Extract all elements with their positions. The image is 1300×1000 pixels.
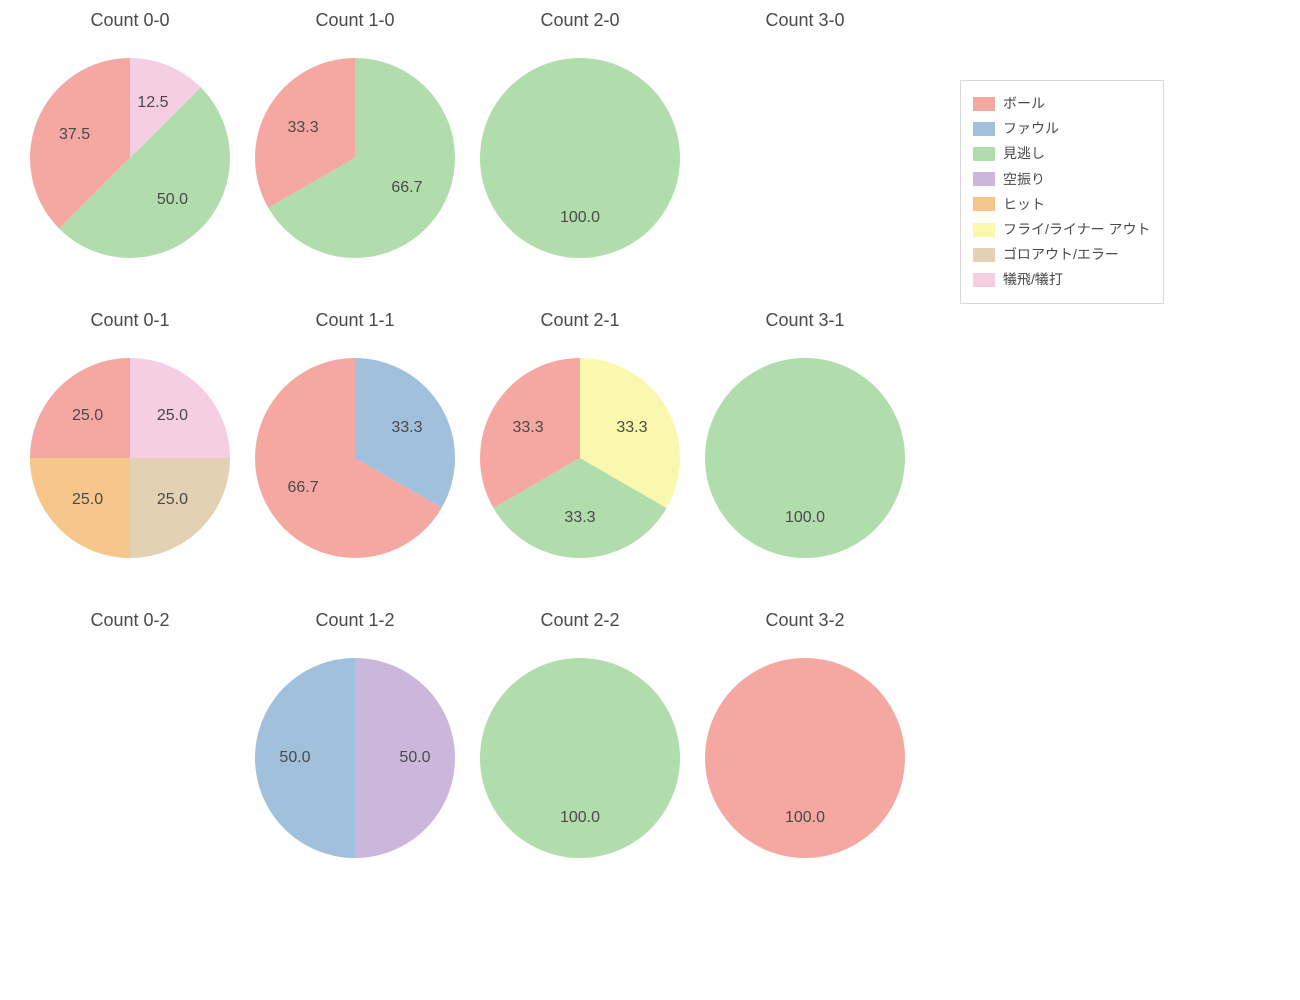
legend-item: ゴロアウト/エラー bbox=[973, 242, 1151, 267]
pie-slice-label: 66.7 bbox=[391, 179, 422, 197]
pie-slice bbox=[480, 658, 680, 858]
pie-chart bbox=[480, 658, 680, 858]
legend-label: フライ/ライナー アウト bbox=[1003, 217, 1151, 242]
panel-title: Count 0-0 bbox=[20, 10, 240, 31]
pie-slice-label: 25.0 bbox=[72, 407, 103, 425]
pie-slice-label: 25.0 bbox=[72, 491, 103, 509]
pie-chart bbox=[30, 358, 230, 558]
pie-slice-label: 100.0 bbox=[785, 809, 825, 827]
pie-panel: Count 1-1 66.7 33.3 bbox=[245, 310, 465, 610]
pie-wrap: 100.0 bbox=[705, 358, 905, 558]
pie-slice-label: 33.3 bbox=[616, 419, 647, 437]
pie-chart bbox=[480, 358, 680, 558]
legend-swatch bbox=[973, 97, 995, 111]
legend-item: 見逃し bbox=[973, 141, 1151, 166]
pie-slice-label: 33.3 bbox=[287, 119, 318, 137]
pie-slice bbox=[705, 358, 905, 558]
pie-chart bbox=[705, 658, 905, 858]
legend-label: ボール bbox=[1003, 91, 1045, 116]
pie-slice-label: 12.5 bbox=[137, 94, 168, 112]
pie-panel: Count 2-1 33.3 33.3 33.3 bbox=[470, 310, 690, 610]
panel-title: Count 0-1 bbox=[20, 310, 240, 331]
pie-panel: Count 0-0 37.5 50.0 12.5 bbox=[20, 10, 240, 310]
pie-slice-label: 100.0 bbox=[560, 209, 600, 227]
pie-slice-label: 33.3 bbox=[391, 419, 422, 437]
pie-slice bbox=[705, 658, 905, 858]
pie-slice-label: 25.0 bbox=[157, 407, 188, 425]
pie-chart bbox=[705, 358, 905, 558]
panel-title: Count 2-2 bbox=[470, 610, 690, 631]
pie-panel: Count 1-2 50.0 50.0 bbox=[245, 610, 465, 910]
legend-swatch bbox=[973, 248, 995, 262]
panel-title: Count 2-1 bbox=[470, 310, 690, 331]
pie-slice-label: 50.0 bbox=[399, 749, 430, 767]
panel-title: Count 3-0 bbox=[695, 10, 915, 31]
legend-item: 犠飛/犠打 bbox=[973, 267, 1151, 292]
panel-title: Count 1-0 bbox=[245, 10, 465, 31]
pie-wrap: 100.0 bbox=[480, 58, 680, 258]
pie-slice-label: 50.0 bbox=[279, 749, 310, 767]
legend-item: フライ/ライナー アウト bbox=[973, 217, 1151, 242]
pie-panel: Count 0-1 25.0 25.0 25.0 25.0 bbox=[20, 310, 240, 610]
legend-item: ヒット bbox=[973, 192, 1151, 217]
panel-title: Count 1-1 bbox=[245, 310, 465, 331]
legend-label: ゴロアウト/エラー bbox=[1003, 242, 1119, 267]
pie-panel: Count 1-0 33.3 66.7 bbox=[245, 10, 465, 310]
pie-slice-label: 50.0 bbox=[157, 191, 188, 209]
pie-wrap: 100.0 bbox=[705, 658, 905, 858]
pie-slice-label: 33.3 bbox=[564, 509, 595, 527]
panel-title: Count 1-2 bbox=[245, 610, 465, 631]
pie-chart bbox=[480, 58, 680, 258]
pie-panel: Count 3-0 bbox=[695, 10, 915, 310]
pie-chart bbox=[30, 58, 230, 258]
pie-wrap: 100.0 bbox=[480, 658, 680, 858]
pie-wrap: 33.3 66.7 bbox=[255, 58, 455, 258]
pie-chart bbox=[255, 58, 455, 258]
legend-swatch bbox=[973, 223, 995, 237]
panel-title: Count 3-2 bbox=[695, 610, 915, 631]
legend-swatch bbox=[973, 122, 995, 136]
pie-panel: Count 3-2 100.0 bbox=[695, 610, 915, 910]
legend-label: ファウル bbox=[1003, 116, 1059, 141]
pie-wrap: 37.5 50.0 12.5 bbox=[30, 58, 230, 258]
pie-slice-label: 66.7 bbox=[287, 479, 318, 497]
panel-title: Count 0-2 bbox=[20, 610, 240, 631]
pie-wrap: 25.0 25.0 25.0 25.0 bbox=[30, 358, 230, 558]
legend: ボールファウル見逃し空振りヒットフライ/ライナー アウトゴロアウト/エラー犠飛/… bbox=[960, 80, 1164, 304]
pie-slice-label: 25.0 bbox=[157, 491, 188, 509]
pie-panel: Count 2-0 100.0 bbox=[470, 10, 690, 310]
pie-chart bbox=[255, 358, 455, 558]
pie-slice-label: 33.3 bbox=[512, 419, 543, 437]
legend-swatch bbox=[973, 273, 995, 287]
pie-panel: Count 0-2 bbox=[20, 610, 240, 910]
legend-item: 空振り bbox=[973, 167, 1151, 192]
legend-swatch bbox=[973, 147, 995, 161]
legend-label: 犠飛/犠打 bbox=[1003, 267, 1063, 292]
panel-title: Count 3-1 bbox=[695, 310, 915, 331]
pie-panel: Count 2-2 100.0 bbox=[470, 610, 690, 910]
legend-item: ファウル bbox=[973, 116, 1151, 141]
legend-swatch bbox=[973, 172, 995, 186]
pie-slice bbox=[480, 58, 680, 258]
pie-slice-label: 100.0 bbox=[785, 509, 825, 527]
legend-item: ボール bbox=[973, 91, 1151, 116]
panel-title: Count 2-0 bbox=[470, 10, 690, 31]
legend-swatch bbox=[973, 197, 995, 211]
legend-label: ヒット bbox=[1003, 192, 1045, 217]
legend-label: 空振り bbox=[1003, 167, 1045, 192]
pie-wrap: 33.3 33.3 33.3 bbox=[480, 358, 680, 558]
pie-slice-label: 37.5 bbox=[59, 126, 90, 144]
legend-label: 見逃し bbox=[1003, 141, 1045, 166]
chart-stage: ボールファウル見逃し空振りヒットフライ/ライナー アウトゴロアウト/エラー犠飛/… bbox=[0, 0, 1300, 1000]
pie-wrap: 50.0 50.0 bbox=[255, 658, 455, 858]
pie-panel: Count 3-1 100.0 bbox=[695, 310, 915, 610]
pie-slice-label: 100.0 bbox=[560, 809, 600, 827]
pie-wrap: 66.7 33.3 bbox=[255, 358, 455, 558]
